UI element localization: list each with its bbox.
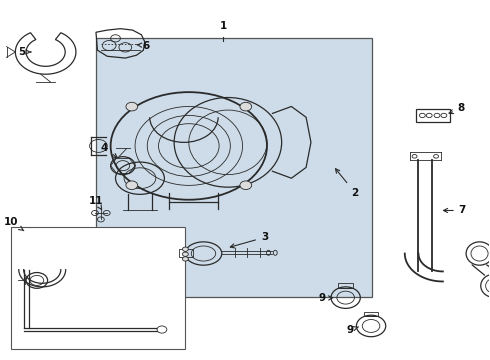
Text: 3: 3 [230,232,268,248]
Circle shape [412,154,417,158]
Text: 2: 2 [336,169,359,198]
Circle shape [240,181,252,189]
Circle shape [126,181,138,189]
Circle shape [182,247,188,251]
Text: 7: 7 [443,206,466,216]
Circle shape [240,102,252,111]
Circle shape [426,113,432,118]
Bar [11,226,185,348]
Text: 9: 9 [318,293,333,303]
Text: 9: 9 [346,325,359,335]
Text: 10: 10 [4,217,24,231]
Circle shape [157,326,167,333]
Text: 11: 11 [89,196,103,210]
Circle shape [126,102,138,111]
Text: 1: 1 [220,21,227,31]
Circle shape [182,257,188,261]
Circle shape [434,113,440,118]
Bar [96,39,372,297]
Circle shape [441,113,447,118]
Text: 4: 4 [100,143,117,158]
Circle shape [182,252,188,256]
Text: 8: 8 [449,103,465,114]
Text: 5: 5 [18,47,31,57]
Bar [179,249,193,257]
Text: 6: 6 [137,41,150,50]
Bar [416,109,450,122]
Bar [338,283,353,288]
Circle shape [434,154,439,158]
Circle shape [419,113,425,118]
Bar [364,312,378,316]
